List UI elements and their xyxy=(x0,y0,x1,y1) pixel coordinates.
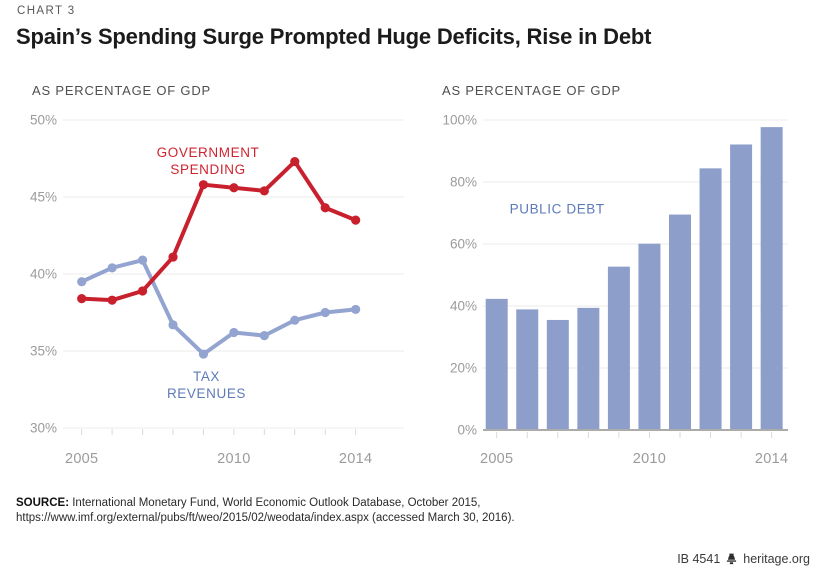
y-axis-label: 80% xyxy=(450,175,477,190)
bar xyxy=(699,168,722,431)
y-axis-label: 60% xyxy=(450,237,477,252)
chart-annotation: REVENUES xyxy=(167,386,246,401)
y-axis-label: 35% xyxy=(30,344,57,359)
data-point xyxy=(198,349,209,359)
data-point xyxy=(290,315,300,325)
y-axis-label: 0% xyxy=(457,423,477,438)
y-axis-label: 40% xyxy=(30,267,57,282)
liberty-bell-icon xyxy=(725,553,738,565)
data-point xyxy=(77,277,87,287)
data-point xyxy=(107,263,117,273)
chart-annotation: SPENDING xyxy=(170,162,245,177)
data-point xyxy=(77,294,87,304)
source-label: SOURCE: xyxy=(16,497,70,509)
right-chart-axis-title: AS PERCENTAGE OF GDP xyxy=(442,83,622,98)
series-line xyxy=(79,159,358,303)
y-axis-label: 30% xyxy=(30,421,57,436)
chart-annotation: TAX xyxy=(193,369,220,384)
y-axis-label: 50% xyxy=(30,113,57,128)
data-point xyxy=(320,307,330,318)
page-title: Spain’s Spending Surge Prompted Huge Def… xyxy=(16,24,652,49)
data-point xyxy=(229,183,239,193)
publisher-site: heritage.org xyxy=(743,552,810,566)
bar xyxy=(577,307,600,430)
report-id: IB 4541 xyxy=(677,552,721,566)
bar xyxy=(607,266,630,430)
footer: IB 4541 heritage.org xyxy=(677,552,810,566)
y-axis-label: 45% xyxy=(30,190,57,205)
x-axis-label: 2010 xyxy=(217,451,250,467)
bar xyxy=(485,298,508,430)
data-point xyxy=(168,252,178,262)
bar xyxy=(669,214,691,430)
source-line-1: SOURCE: International Monetary Fund, Wor… xyxy=(16,497,481,509)
bar xyxy=(730,144,753,431)
data-point xyxy=(259,186,269,196)
bar xyxy=(516,309,539,430)
data-point xyxy=(290,156,300,167)
left-chart-axis-title: AS PERCENTAGE OF GDP xyxy=(32,83,212,98)
y-axis-label: 100% xyxy=(442,113,477,128)
x-axis-label: 2005 xyxy=(480,451,513,467)
source-note: SOURCE: International Monetary Fund, Wor… xyxy=(16,496,636,526)
series-line xyxy=(79,258,358,357)
chart-annotation: GOVERNMENT xyxy=(157,145,260,160)
y-axis-label: 40% xyxy=(450,299,477,314)
x-axis-label: 2014 xyxy=(339,451,372,467)
chart-annotation: PUBLIC DEBT xyxy=(510,202,605,217)
data-point xyxy=(137,286,148,296)
source-line-2: https://www.imf.org/external/pubs/ft/weo… xyxy=(16,512,515,524)
bar xyxy=(638,243,661,430)
chart-kicker: CHART 3 xyxy=(17,5,76,17)
data-point xyxy=(107,295,117,305)
data-point xyxy=(229,327,239,338)
bar xyxy=(546,319,569,430)
data-point xyxy=(168,320,178,330)
x-axis-label: 2014 xyxy=(755,451,788,467)
spending-revenue-line-chart: 30% 35% 40% 45% 50% 2005 2010 2014 GOVERNMENT SPE… xyxy=(30,113,404,467)
data-point xyxy=(320,203,330,213)
data-point xyxy=(351,215,361,225)
x-axis-label: 2005 xyxy=(65,451,98,467)
public-debt-bar-chart: 0% 20% 40% 60% 80% 100% 2005 2010 2014 PUBLIC DEB… xyxy=(442,113,788,468)
x-axis-label: 2010 xyxy=(633,451,666,467)
data-point xyxy=(198,180,209,190)
data-point xyxy=(137,255,148,265)
data-point xyxy=(351,304,361,315)
bar xyxy=(760,127,783,430)
data-point xyxy=(259,331,269,341)
y-axis-label: 20% xyxy=(450,361,477,376)
